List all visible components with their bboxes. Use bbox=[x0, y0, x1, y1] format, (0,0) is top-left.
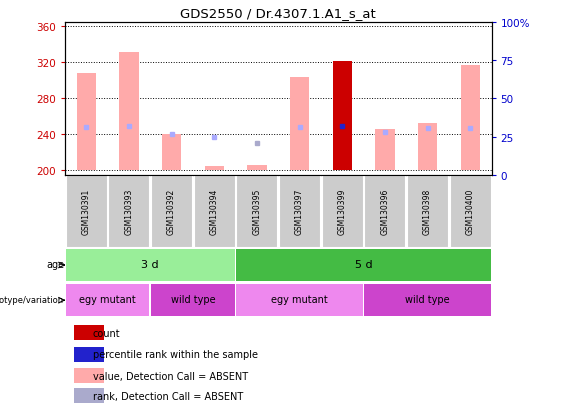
Bar bbox=[290, 78, 309, 171]
Text: GSM130391: GSM130391 bbox=[82, 189, 91, 235]
Bar bbox=[333, 62, 352, 171]
Text: GSM130392: GSM130392 bbox=[167, 189, 176, 235]
Bar bbox=[450, 176, 490, 248]
Text: wild type: wild type bbox=[171, 295, 215, 305]
Bar bbox=[247, 166, 267, 171]
Text: GSM130396: GSM130396 bbox=[380, 188, 389, 235]
Text: egy mutant: egy mutant bbox=[271, 295, 328, 305]
Bar bbox=[151, 285, 234, 316]
Bar bbox=[407, 176, 448, 248]
Bar bbox=[108, 176, 149, 248]
Bar bbox=[73, 368, 104, 383]
Bar bbox=[66, 176, 107, 248]
Text: GSM130397: GSM130397 bbox=[295, 188, 304, 235]
Text: GSM130395: GSM130395 bbox=[253, 188, 262, 235]
Bar bbox=[162, 134, 181, 171]
Text: rank, Detection Call = ABSENT: rank, Detection Call = ABSENT bbox=[93, 391, 243, 401]
Bar bbox=[66, 249, 234, 281]
Bar bbox=[364, 176, 405, 248]
Text: 3 d: 3 d bbox=[141, 260, 159, 270]
Bar bbox=[375, 130, 394, 171]
Bar bbox=[73, 388, 104, 403]
Bar bbox=[322, 176, 363, 248]
Text: value, Detection Call = ABSENT: value, Detection Call = ABSENT bbox=[93, 371, 248, 381]
Bar bbox=[73, 347, 104, 362]
Bar bbox=[73, 325, 104, 340]
Text: percentile rank within the sample: percentile rank within the sample bbox=[93, 349, 258, 359]
Text: GSM130400: GSM130400 bbox=[466, 188, 475, 235]
Text: GSM130399: GSM130399 bbox=[338, 188, 347, 235]
Text: wild type: wild type bbox=[405, 295, 450, 305]
Bar bbox=[418, 123, 437, 171]
Bar bbox=[237, 176, 277, 248]
Bar bbox=[194, 176, 234, 248]
Text: GSM130393: GSM130393 bbox=[124, 188, 133, 235]
Bar bbox=[151, 176, 192, 248]
Text: egy mutant: egy mutant bbox=[79, 295, 136, 305]
Text: age: age bbox=[46, 260, 64, 270]
Bar bbox=[237, 285, 363, 316]
Bar bbox=[77, 74, 96, 171]
Text: count: count bbox=[93, 328, 120, 338]
Bar bbox=[66, 285, 149, 316]
Text: GSM130394: GSM130394 bbox=[210, 188, 219, 235]
Bar bbox=[364, 285, 490, 316]
Bar bbox=[460, 66, 480, 171]
Bar bbox=[205, 166, 224, 171]
Text: GSM130398: GSM130398 bbox=[423, 189, 432, 235]
Text: genotype/variation: genotype/variation bbox=[0, 295, 64, 304]
Text: 5 d: 5 d bbox=[355, 260, 372, 270]
Bar bbox=[237, 249, 490, 281]
Bar bbox=[119, 52, 138, 171]
Title: GDS2550 / Dr.4307.1.A1_s_at: GDS2550 / Dr.4307.1.A1_s_at bbox=[180, 7, 376, 20]
Bar bbox=[279, 176, 320, 248]
